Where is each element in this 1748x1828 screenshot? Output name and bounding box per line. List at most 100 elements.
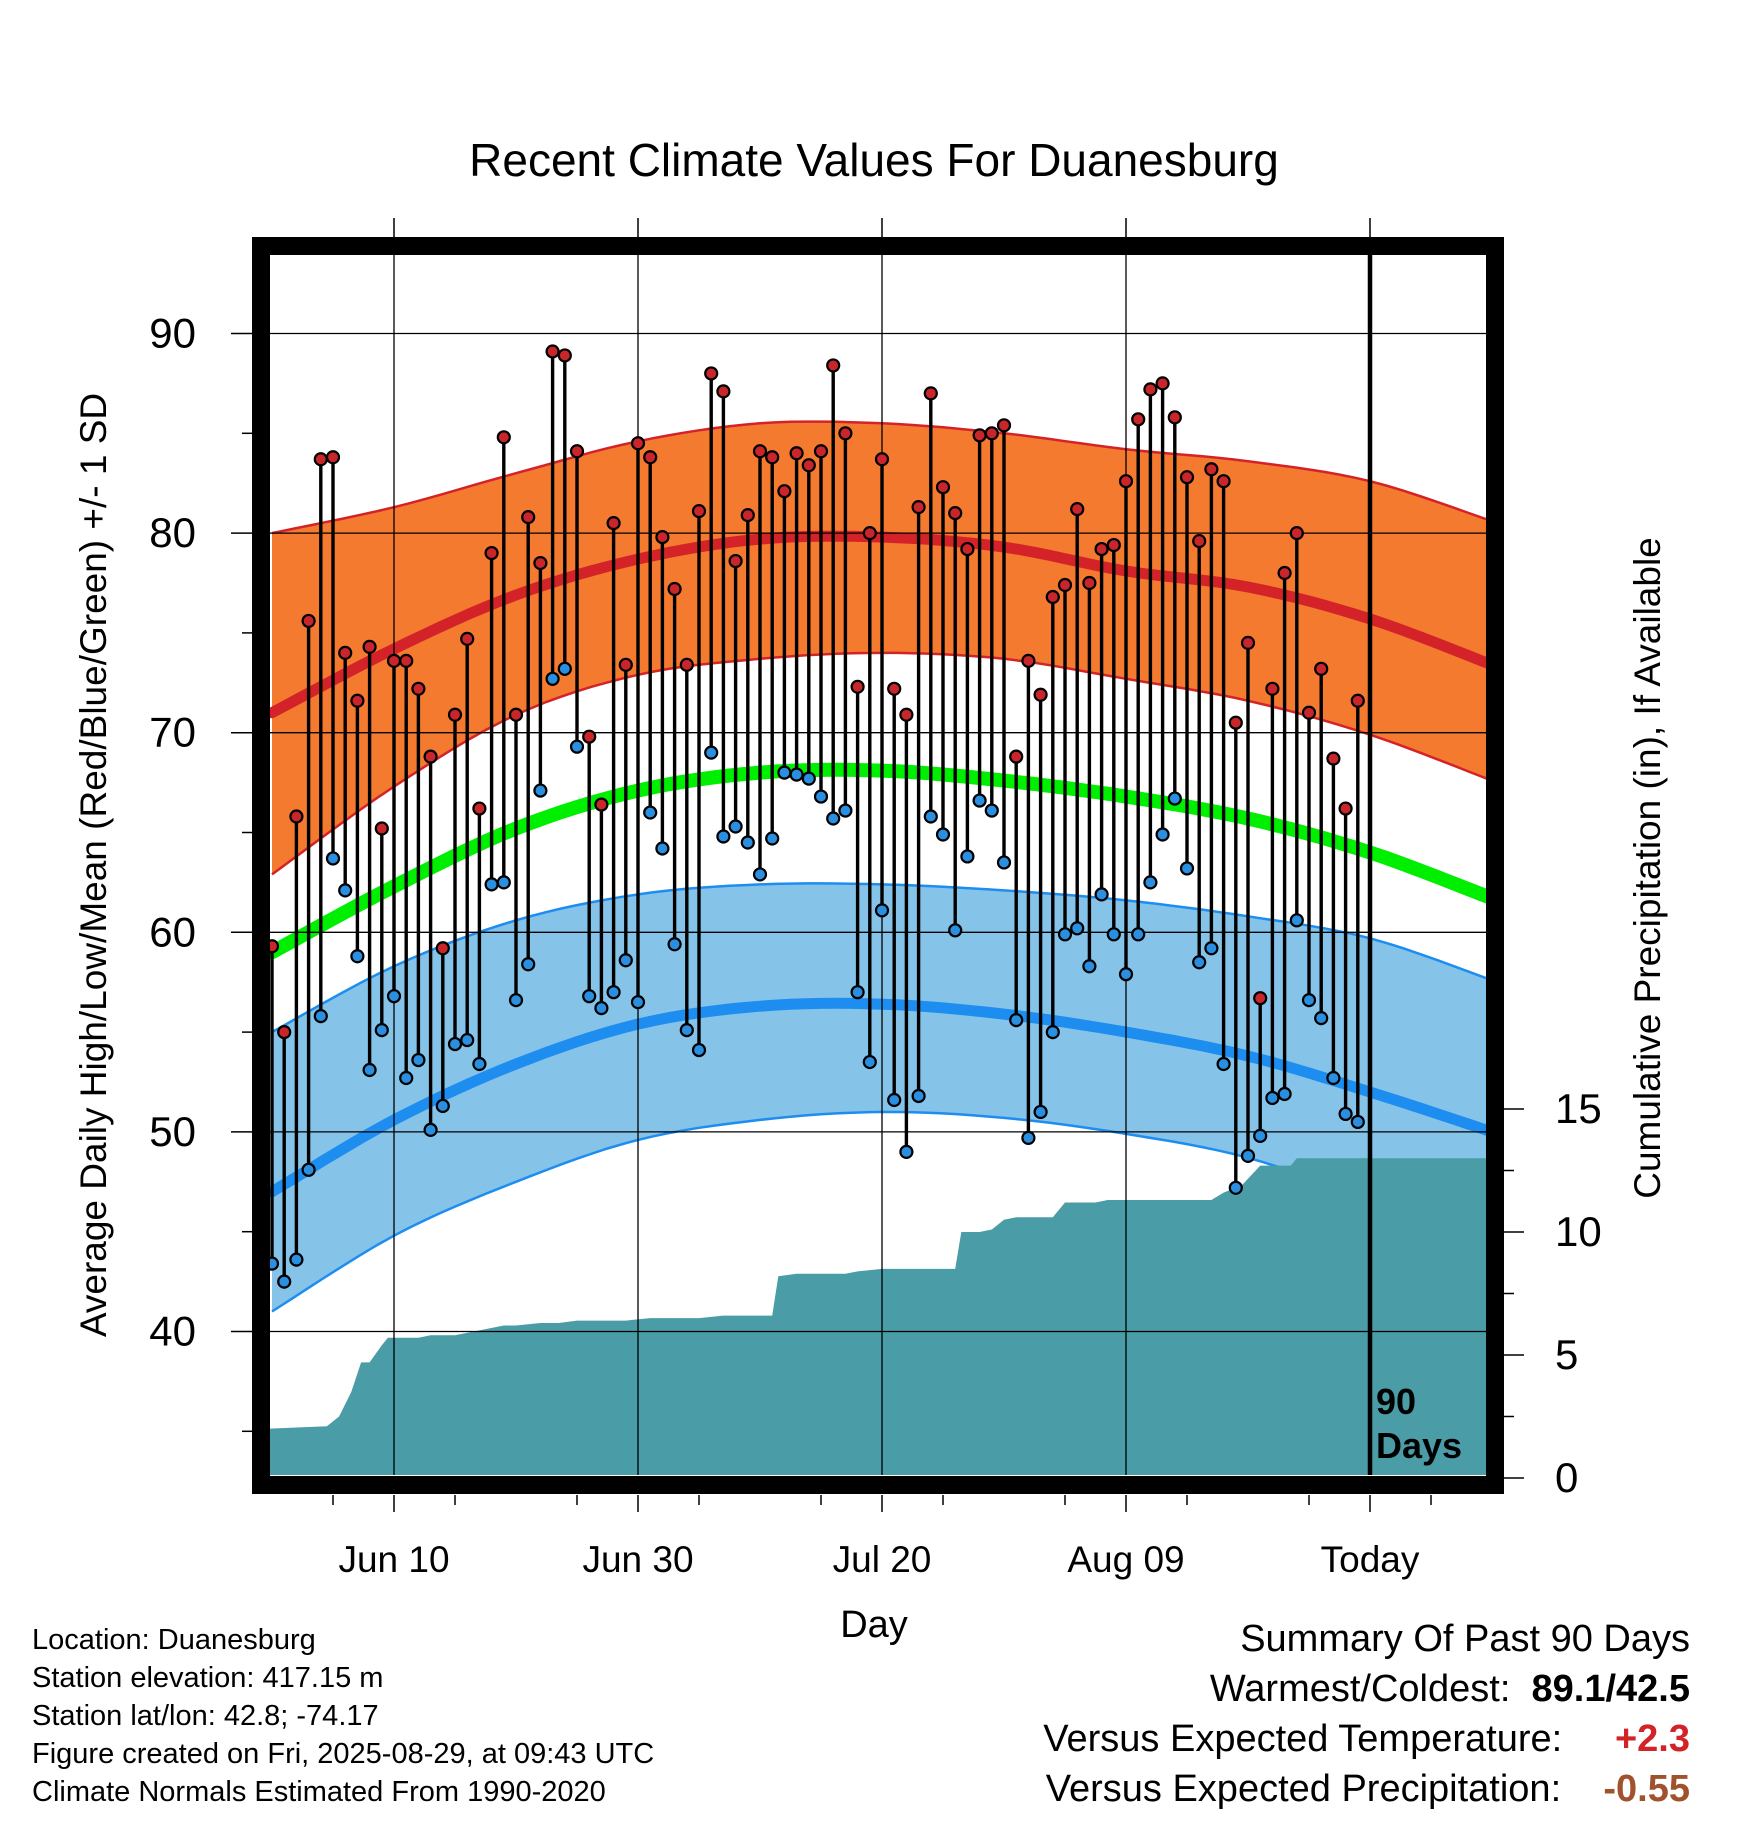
daily-high-point — [643, 450, 658, 465]
daily-low-point — [667, 937, 682, 952]
daily-low-point — [338, 883, 353, 898]
daily-low-point — [1021, 1130, 1036, 1145]
daily-high-point — [1240, 635, 1256, 650]
daily-low-point — [496, 875, 511, 890]
daily-low-point — [362, 1062, 377, 1078]
daily-high-point — [484, 545, 499, 561]
daily-high-point — [691, 504, 707, 519]
daily-low-point — [1167, 791, 1182, 806]
daily-high-point — [472, 801, 487, 816]
daily-low-point — [765, 831, 780, 846]
today-marker-label-2: Days — [1376, 1425, 1462, 1466]
daily-low-point — [655, 841, 670, 856]
daily-high-point — [289, 809, 304, 824]
daily-high-point — [301, 613, 316, 629]
x-tick-label: Today — [1321, 1539, 1420, 1580]
daily-low-point — [813, 789, 829, 804]
daily-low-point — [1301, 993, 1317, 1008]
daily-low-point — [862, 1054, 877, 1070]
daily-low-point — [1338, 1106, 1353, 1122]
y-tick-label: 70 — [149, 709, 196, 756]
daily-high-point — [1350, 693, 1365, 708]
daily-low-point — [984, 803, 999, 818]
daily-high-point — [1118, 474, 1134, 489]
x-axis-title: Day — [840, 1604, 908, 1646]
daily-high-point — [386, 653, 402, 668]
warmcold-value: 89.1/42.5 — [1531, 1668, 1690, 1710]
daily-low-point — [447, 1036, 463, 1052]
daily-high-point — [582, 729, 597, 744]
daily-low-point — [1106, 927, 1121, 942]
daily-high-point — [740, 508, 755, 523]
daily-low-point — [1253, 1128, 1268, 1143]
daily-low-point — [1277, 1086, 1292, 1102]
y-tick-label: 60 — [149, 908, 196, 955]
daily-low-point — [1228, 1180, 1243, 1195]
daily-low-point — [789, 767, 804, 782]
daily-high-point — [362, 639, 377, 654]
daily-high-point — [1155, 376, 1170, 391]
daily-high-point — [1289, 525, 1304, 541]
daily-low-point — [777, 765, 792, 780]
daily-low-point — [1033, 1104, 1048, 1120]
daily-low-point — [899, 1144, 914, 1159]
daily-low-point — [1216, 1056, 1231, 1072]
daily-high-point — [1033, 687, 1048, 702]
daily-high-point — [996, 418, 1012, 433]
daily-high-point — [728, 553, 743, 569]
daily-high-point — [447, 707, 463, 722]
daily-low-point — [423, 1122, 438, 1138]
daily-high-point — [911, 500, 926, 515]
temp-label: Versus Expected Temperature: — [1043, 1718, 1563, 1760]
daily-high-point — [1277, 565, 1292, 581]
latlon-text: Station lat/lon: 42.8; -74.17 — [32, 1700, 379, 1732]
daily-low-point — [826, 811, 841, 826]
daily-high-point — [923, 386, 938, 401]
daily-low-point — [911, 1088, 926, 1104]
daily-low-point — [557, 661, 572, 676]
daily-high-point — [325, 450, 341, 465]
daily-high-point — [1070, 502, 1085, 517]
daily-low-point — [704, 745, 719, 760]
y-axis-title: Average Daily High/Low/Mean (Red/Blue/Gr… — [73, 393, 114, 1337]
daily-low-point — [691, 1042, 707, 1058]
daily-low-point — [435, 1098, 450, 1114]
daily-high-point — [874, 452, 890, 467]
daily-low-point — [1350, 1114, 1365, 1130]
daily-low-point — [716, 829, 731, 844]
daily-high-point — [374, 821, 389, 836]
daily-low-point — [301, 1162, 316, 1177]
daily-low-point — [838, 803, 853, 818]
daily-low-point — [850, 985, 865, 1000]
daily-high-point — [521, 510, 536, 525]
daily-low-point — [472, 1056, 487, 1072]
daily-high-point — [545, 344, 560, 359]
daily-high-point — [826, 358, 841, 373]
location-text: Location: Duanesburg — [32, 1624, 316, 1656]
daily-low-point — [752, 867, 768, 882]
daily-high-point — [1253, 991, 1268, 1006]
daily-low-point — [1192, 955, 1207, 970]
daily-low-point — [1094, 887, 1109, 902]
daily-low-point — [740, 835, 755, 850]
daily-low-point — [460, 1032, 475, 1048]
daily-low-point — [277, 1274, 292, 1289]
daily-low-point — [1265, 1090, 1280, 1106]
summary-temp: Versus Expected Temperature: +2.3 — [1043, 1718, 1690, 1761]
x-tick-label: Jun 10 — [338, 1539, 449, 1580]
daily-high-point — [411, 681, 426, 696]
daily-high-point — [606, 516, 621, 531]
daily-high-point — [838, 426, 853, 441]
daily-low-point — [996, 855, 1012, 870]
daily-high-point — [850, 679, 865, 694]
daily-high-point — [423, 749, 438, 764]
daily-low-point — [325, 851, 341, 866]
daily-low-point — [533, 783, 548, 798]
precip-value: -0.55 — [1603, 1768, 1690, 1810]
daily-high-point — [569, 444, 585, 459]
daily-high-point — [655, 529, 670, 545]
temp-value: +2.3 — [1614, 1718, 1690, 1760]
daily-high-point — [1204, 462, 1219, 477]
daily-low-point — [606, 985, 621, 1000]
